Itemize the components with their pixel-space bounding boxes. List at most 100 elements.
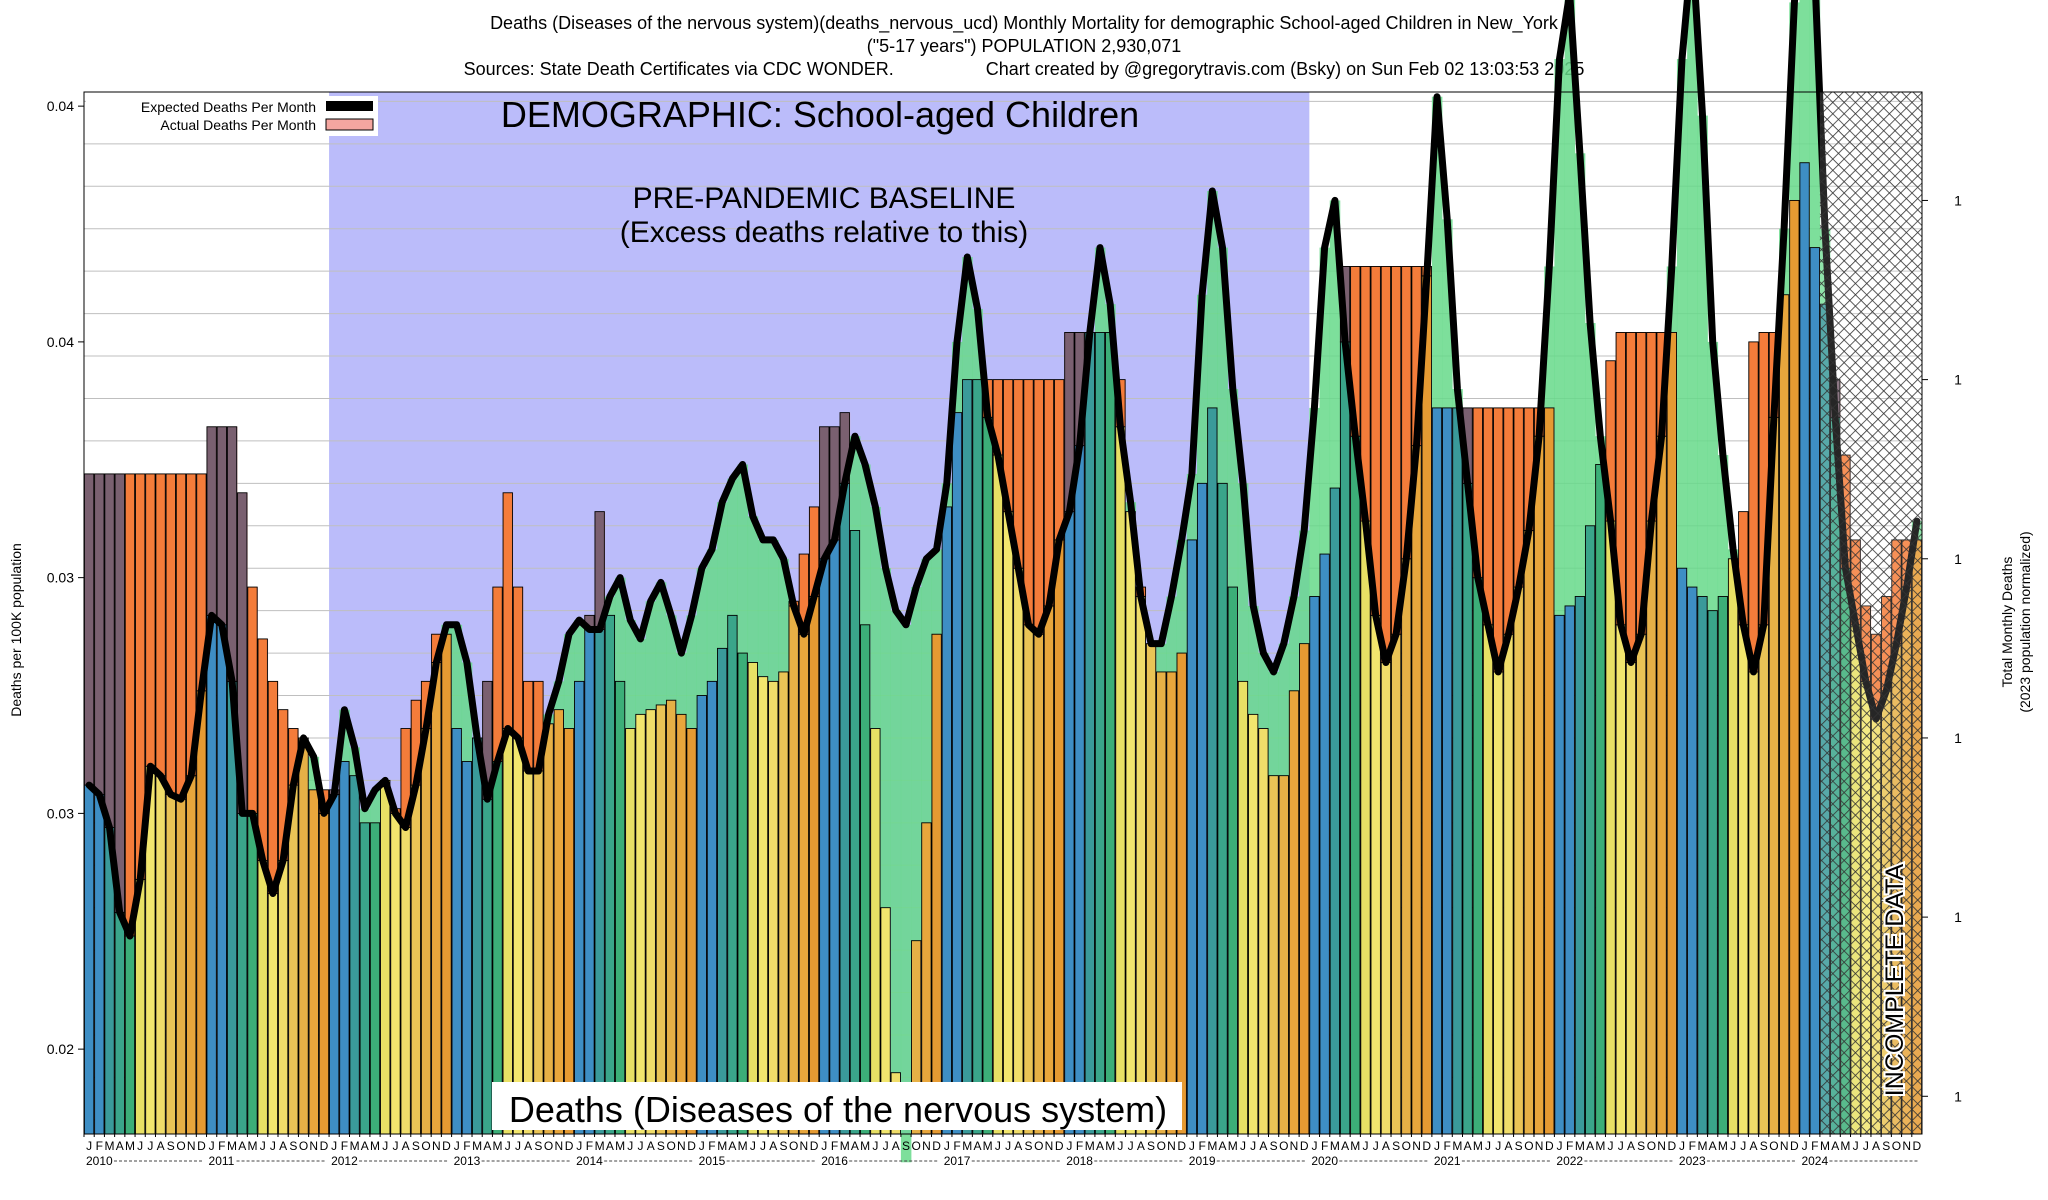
- data-bar-base: [288, 784, 299, 1135]
- data-bar-base: [951, 412, 963, 1135]
- month-tick-label: A: [1219, 1139, 1227, 1153]
- y-tick-label-right: 1: [1954, 730, 1962, 746]
- month-tick-label: J: [260, 1139, 266, 1153]
- month-tick-label: M: [1452, 1139, 1462, 1153]
- data-bar: [206, 426, 217, 1135]
- data-bar: [614, 680, 626, 1135]
- month-tick-label: A: [279, 1139, 287, 1153]
- data-bar: [1186, 539, 1198, 1135]
- excess-area: [1564, 0, 1576, 606]
- data-bar-excess: [145, 473, 156, 767]
- data-bar: [737, 652, 748, 1135]
- data-bar-excess: [114, 473, 125, 913]
- excess-area: [1278, 643, 1290, 776]
- month-tick-label: S: [902, 1139, 910, 1153]
- month-tick-label: M: [1085, 1139, 1095, 1153]
- month-tick-label: O: [1279, 1139, 1288, 1153]
- excess-area: [706, 549, 718, 682]
- data-bar: [1094, 332, 1106, 1135]
- excess-area: [1227, 389, 1239, 588]
- month-tick-label: A: [1872, 1139, 1880, 1153]
- data-bar-base: [165, 794, 176, 1135]
- chart-title: Deaths (Diseases of the nervous system)(…: [490, 13, 1558, 33]
- data-bar: [1319, 553, 1330, 1135]
- data-bar-base: [431, 662, 442, 1135]
- data-bar-base: [1248, 713, 1259, 1135]
- data-bar-base: [1135, 596, 1147, 1135]
- month-tick-label: S: [412, 1139, 420, 1153]
- data-bar-base: [1554, 614, 1565, 1135]
- data-bar-base: [1564, 605, 1575, 1135]
- y-tick-label-left: 0.03: [47, 805, 74, 821]
- month-tick-label: M: [615, 1139, 625, 1153]
- month-tick-label: F: [586, 1139, 593, 1153]
- y-tick-label-right: 1: [1954, 551, 1962, 567]
- data-bar: [277, 709, 289, 1135]
- month-tick-label: A: [1586, 1139, 1594, 1153]
- data-bar: [1676, 567, 1688, 1135]
- data-bar-base: [1319, 553, 1330, 1135]
- month-tick-label: F: [953, 1139, 960, 1153]
- data-bar-base: [1421, 275, 1432, 1135]
- data-bar-base: [594, 629, 605, 1135]
- excess-area: [870, 506, 881, 729]
- month-tick-label: O: [544, 1139, 553, 1153]
- data-bar-base: [1390, 633, 1402, 1135]
- month-tick-label: F: [1076, 1139, 1083, 1153]
- excess-area: [1319, 247, 1331, 555]
- month-tick-label: J: [1066, 1139, 1072, 1153]
- month-tick-label: F: [96, 1139, 103, 1153]
- month-tick-label: N: [1167, 1139, 1176, 1153]
- data-bar-base: [584, 629, 595, 1135]
- year-label: 2020: [1311, 1154, 1338, 1168]
- data-bar: [931, 633, 942, 1135]
- excess-area: [1431, 96, 1443, 408]
- data-bar-base: [604, 614, 616, 1135]
- data-bar-base: [819, 558, 830, 1135]
- month-tick-label: M: [1697, 1139, 1707, 1153]
- data-bar: [257, 638, 268, 1135]
- data-bar-base: [553, 709, 564, 1135]
- year-label: 2010: [86, 1154, 113, 1168]
- data-bar: [972, 379, 983, 1135]
- excess-area: [686, 615, 697, 729]
- month-tick-label: F: [341, 1139, 348, 1153]
- data-bar: [390, 808, 401, 1135]
- excess-area: [1799, 0, 1810, 163]
- month-tick-label: J: [1495, 1139, 1501, 1153]
- y-tick-label-left: 0.02: [47, 1041, 74, 1057]
- data-bar-base: [829, 539, 840, 1135]
- data-bar: [155, 473, 166, 1135]
- month-tick-label: J: [1362, 1139, 1368, 1153]
- data-bar: [1442, 407, 1453, 1135]
- data-bar: [1135, 586, 1147, 1135]
- data-bar-base: [1442, 407, 1453, 1135]
- month-tick-label: J: [1128, 1139, 1134, 1153]
- excess-area: [778, 558, 789, 672]
- data-bar-base: [1646, 520, 1657, 1135]
- excess-area: [563, 634, 575, 729]
- year-label: 2011: [209, 1154, 235, 1168]
- month-tick-label: J: [1485, 1139, 1491, 1153]
- data-bar-base: [1809, 247, 1820, 1135]
- month-tick-label: J: [1117, 1139, 1123, 1153]
- data-bar-base: [1084, 332, 1095, 1135]
- data-bar: [431, 633, 442, 1135]
- data-bar-base: [1656, 435, 1667, 1135]
- data-bar-excess: [1054, 379, 1065, 541]
- data-bar: [83, 473, 95, 1135]
- data-bar: [165, 473, 176, 1135]
- demographic-banner: DEMOGRAPHIC: School-aged Children: [501, 94, 1139, 135]
- month-tick-label: J: [1311, 1139, 1317, 1153]
- month-tick-label: A: [1014, 1139, 1022, 1153]
- month-tick-label: M: [227, 1139, 237, 1153]
- year-label: 2024: [1801, 1154, 1828, 1168]
- data-bar: [1278, 775, 1289, 1135]
- excess-area: [1687, 0, 1698, 588]
- data-bar-base: [676, 713, 687, 1135]
- data-bar: [604, 614, 616, 1135]
- data-bar: [1778, 294, 1790, 1135]
- excess-area: [635, 638, 646, 715]
- data-bar-base: [83, 784, 95, 1135]
